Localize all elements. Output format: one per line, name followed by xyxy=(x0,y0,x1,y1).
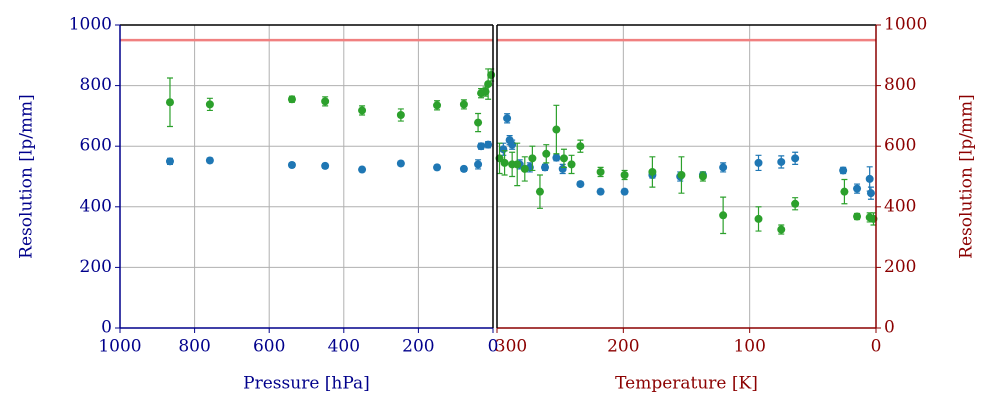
data-point xyxy=(287,95,296,104)
data-point xyxy=(558,164,567,173)
data-point xyxy=(499,145,508,154)
data-point xyxy=(552,125,561,134)
data-point xyxy=(500,158,509,167)
data-point xyxy=(484,80,493,89)
y-axis-label: Resolution [lp/mm] xyxy=(957,94,977,259)
data-point xyxy=(205,156,214,165)
data-point xyxy=(677,170,686,179)
data-point xyxy=(853,212,862,221)
data-point xyxy=(528,154,537,163)
x-tick-label: 0 xyxy=(871,337,882,357)
data-point xyxy=(508,140,517,149)
x-tick-label: 200 xyxy=(402,337,434,357)
data-point xyxy=(433,101,442,110)
data-point xyxy=(866,189,875,198)
y-tick-label: 0 xyxy=(884,318,895,338)
data-point xyxy=(481,87,490,96)
data-point xyxy=(542,149,551,158)
data-point xyxy=(620,170,629,179)
data-point xyxy=(698,172,707,181)
data-point xyxy=(791,154,800,163)
y-tick-label: 1000 xyxy=(69,15,112,35)
y-tick-label: 600 xyxy=(80,136,112,156)
data-point xyxy=(396,110,405,119)
y-tick-label: 600 xyxy=(884,136,916,156)
data-point xyxy=(487,70,496,79)
y-tick-label: 800 xyxy=(80,75,112,95)
data-point xyxy=(165,98,174,107)
data-point xyxy=(840,187,849,196)
y-tick-label: 1000 xyxy=(884,15,927,35)
data-point xyxy=(459,164,468,173)
data-point xyxy=(165,157,174,166)
data-point xyxy=(839,166,848,175)
y-axis-label: Resolution [lp/mm] xyxy=(17,94,37,259)
x-tick-label: 400 xyxy=(328,337,360,357)
data-point xyxy=(503,114,512,123)
data-point xyxy=(559,154,568,163)
y-tick-label: 800 xyxy=(884,75,916,95)
data-point xyxy=(459,100,468,109)
data-point xyxy=(777,225,786,234)
x-tick-label: 600 xyxy=(253,337,285,357)
data-point xyxy=(754,158,763,167)
y-tick-label: 400 xyxy=(80,196,112,216)
data-point xyxy=(576,142,585,151)
y-tick-label: 400 xyxy=(884,196,916,216)
y-tick-label: 0 xyxy=(101,318,112,338)
data-point xyxy=(321,161,330,170)
x-tick-label: 800 xyxy=(178,337,210,357)
y-tick-label: 200 xyxy=(884,257,916,277)
data-point xyxy=(541,163,550,172)
data-point xyxy=(576,180,585,189)
data-point xyxy=(484,140,493,149)
data-point xyxy=(358,165,367,174)
data-point xyxy=(648,167,657,176)
data-point xyxy=(754,214,763,223)
data-point xyxy=(321,97,330,106)
data-point xyxy=(853,184,862,193)
data-point xyxy=(474,160,483,169)
data-point xyxy=(552,153,561,162)
x-tick-label: 0 xyxy=(488,337,499,357)
x-axis-label: Temperature [K] xyxy=(615,374,758,394)
x-tick-label: 1000 xyxy=(98,337,141,357)
data-point xyxy=(567,160,576,169)
data-point xyxy=(596,167,605,176)
data-point xyxy=(596,187,605,196)
data-point xyxy=(791,199,800,208)
data-point xyxy=(719,211,728,220)
data-point xyxy=(477,142,486,151)
data-point xyxy=(865,174,874,183)
data-point xyxy=(396,159,405,168)
data-point xyxy=(520,164,529,173)
data-point xyxy=(513,160,522,169)
data-point xyxy=(719,163,728,172)
data-point xyxy=(358,106,367,115)
y-tick-label: 200 xyxy=(80,257,112,277)
x-tick-label: 200 xyxy=(607,337,639,357)
data-point xyxy=(777,157,786,166)
data-point xyxy=(535,187,544,196)
data-point xyxy=(287,160,296,169)
data-point xyxy=(620,187,629,196)
data-point xyxy=(205,100,214,109)
data-point xyxy=(474,118,483,127)
x-tick-label: 100 xyxy=(733,337,765,357)
x-axis-label: Pressure [hPa] xyxy=(243,374,370,394)
data-point xyxy=(433,163,442,172)
x-tick-label: 300 xyxy=(495,337,527,357)
